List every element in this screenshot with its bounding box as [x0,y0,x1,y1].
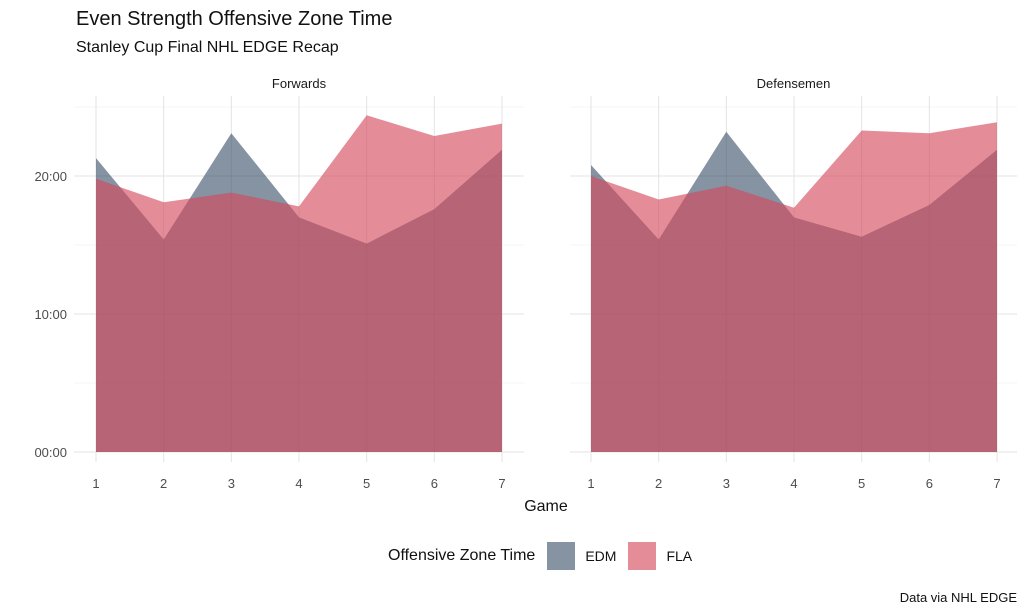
x-tick-label: 3 [723,476,730,491]
area-fla-defensemen [591,122,997,452]
x-tick-label: 6 [431,476,438,491]
x-tick-label: 2 [160,476,167,491]
x-tick-label: 1 [92,476,99,491]
legend-label-edm: EDM [585,548,617,564]
y-tick-label: 20:00 [34,169,67,184]
x-tick-label: 4 [295,476,302,491]
chart-title: Even Strength Offensive Zone Time [76,8,393,30]
legend-swatch-edm [547,542,576,570]
y-tick-label: 10:00 [34,307,67,322]
x-axis-title: Game [524,498,568,515]
y-tick-label: 00:00 [34,445,67,460]
panel-title-defensemen: Defensemen [757,76,831,91]
legend-swatch-fla [628,542,657,570]
x-tick-label: 5 [858,476,865,491]
x-tick-label: 1 [587,476,594,491]
chart-subtitle: Stanley Cup Final NHL EDGE Recap [76,39,339,56]
legend-item-edm: EDM [547,542,616,570]
x-tick-label: 2 [655,476,662,491]
x-tick-label: 7 [498,476,505,491]
legend: Offensive Zone Time EDM FLA [388,540,704,572]
x-tick-label: 4 [790,476,797,491]
legend-label-fla: FLA [666,548,693,564]
x-tick-label: 7 [993,476,1000,491]
legend-title: Offensive Zone Time [388,547,536,564]
panel-title-forwards: Forwards [272,76,327,91]
x-tick-label: 3 [228,476,235,491]
legend-item-fla: FLA [628,542,692,570]
x-tick-label: 6 [926,476,933,491]
caption: Data via NHL EDGE [899,590,1017,605]
chart-area: Forwards 1 2 3 4 5 6 7 Defensemen 1 2 3 4 5 6 7 00:00 10:… [34,76,1017,515]
area-fla-forwards [96,115,502,453]
x-tick-label: 5 [363,476,370,491]
